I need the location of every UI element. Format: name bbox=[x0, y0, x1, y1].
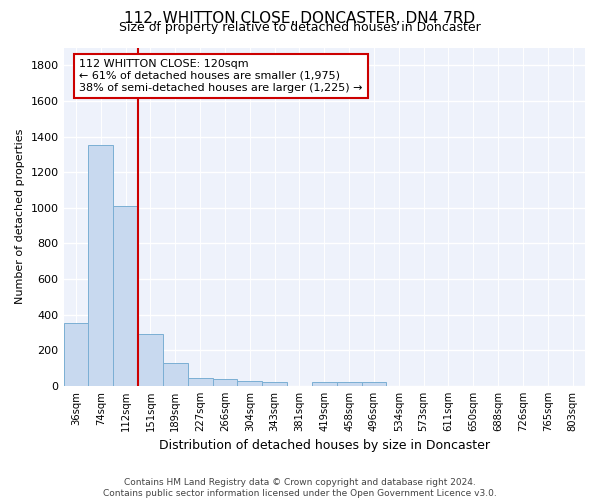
Bar bbox=[337, 382, 362, 386]
Bar bbox=[64, 322, 88, 386]
Bar bbox=[262, 382, 287, 386]
Bar bbox=[138, 334, 163, 386]
Bar bbox=[312, 382, 337, 386]
Bar bbox=[113, 206, 138, 386]
Text: Size of property relative to detached houses in Doncaster: Size of property relative to detached ho… bbox=[119, 22, 481, 35]
Text: 112 WHITTON CLOSE: 120sqm
← 61% of detached houses are smaller (1,975)
38% of se: 112 WHITTON CLOSE: 120sqm ← 61% of detac… bbox=[79, 60, 362, 92]
Bar bbox=[163, 363, 188, 386]
Bar bbox=[238, 381, 262, 386]
Bar bbox=[88, 146, 113, 386]
Bar bbox=[212, 379, 238, 386]
Y-axis label: Number of detached properties: Number of detached properties bbox=[15, 129, 25, 304]
Bar bbox=[362, 382, 386, 386]
Text: 112, WHITTON CLOSE, DONCASTER, DN4 7RD: 112, WHITTON CLOSE, DONCASTER, DN4 7RD bbox=[124, 11, 476, 26]
X-axis label: Distribution of detached houses by size in Doncaster: Distribution of detached houses by size … bbox=[159, 440, 490, 452]
Text: Contains HM Land Registry data © Crown copyright and database right 2024.
Contai: Contains HM Land Registry data © Crown c… bbox=[103, 478, 497, 498]
Bar bbox=[188, 378, 212, 386]
